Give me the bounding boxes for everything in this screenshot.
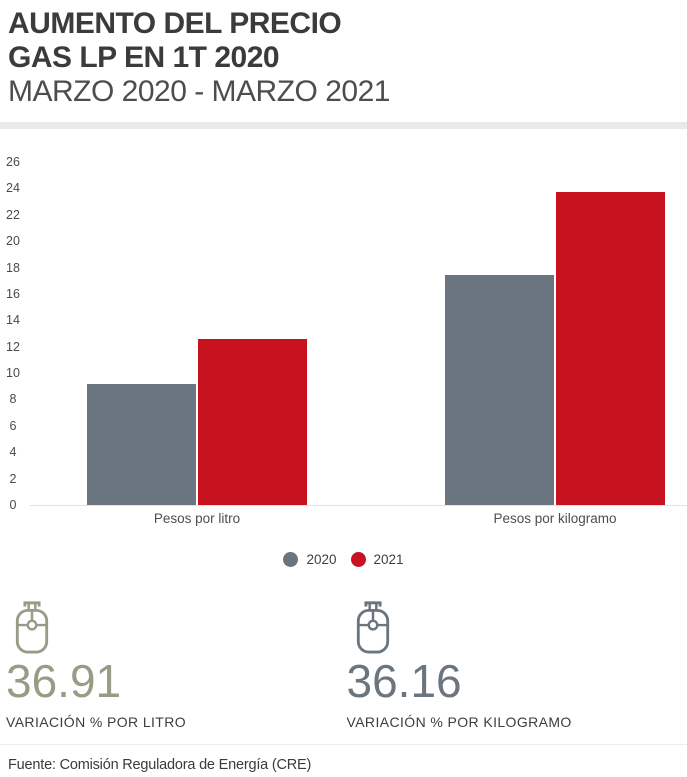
category-label: Pesos por kilogramo: [493, 511, 617, 526]
legend-label: 2021: [373, 552, 404, 567]
header: AUMENTO DEL PRECIO GAS LP EN 1T 2020 MAR…: [0, 0, 687, 109]
stats-row: 36.91 VARIACIÓN % POR LITRO 36.16 VARIAC…: [0, 599, 687, 730]
bar-group: [445, 192, 665, 505]
bar-2020-kilogramo: [445, 275, 554, 505]
legend-dot-icon: [283, 552, 299, 567]
bar-group: [87, 339, 307, 505]
plot-area: [30, 162, 687, 506]
y-tick-label: 10: [6, 366, 20, 381]
y-tick-label: 8: [9, 392, 17, 407]
legend-dot-icon: [350, 552, 366, 567]
stat-label-kilogramo: VARIACIÓN % POR KILOGRAMO: [346, 714, 572, 730]
bar-2021-kilogramo: [556, 192, 665, 505]
y-tick-label: 24: [6, 181, 20, 196]
chart-legend: 2020 2021: [0, 552, 687, 567]
y-tick-label: 14: [6, 313, 20, 328]
y-tick-label: 26: [6, 155, 20, 169]
page-title-line1: AUMENTO DEL PRECIO: [8, 7, 342, 40]
header-divider: [0, 122, 687, 129]
y-tick-label: 20: [6, 234, 20, 249]
y-tick-label: 6: [9, 418, 17, 433]
y-tick-label: 18: [6, 260, 20, 275]
stat-label-litro: VARIACIÓN % POR LITRO: [6, 714, 187, 730]
legend-label: 2020: [306, 552, 337, 567]
footer: Fuente: Comisión Reguladora de Energía (…: [0, 744, 687, 773]
stat-value-kilogramo: 36.16: [346, 655, 462, 707]
legend-item-2021: 2021: [350, 552, 404, 567]
y-tick-label: 16: [6, 286, 20, 301]
source-text: Fuente: Comisión Reguladora de Energía (…: [8, 757, 312, 773]
y-tick-label: 0: [9, 498, 17, 512]
stat-kilogramo: 36.16 VARIACIÓN % POR KILOGRAMO: [347, 599, 687, 730]
y-tick-label: 12: [6, 339, 20, 354]
category-label: Pesos por litro: [153, 511, 241, 526]
page-subtitle: MARZO 2020 - MARZO 2021: [8, 75, 390, 108]
legend-item-2020: 2020: [283, 552, 337, 567]
bar-2020-litro: [87, 384, 196, 505]
bar-2021-litro: [198, 339, 307, 505]
y-tick-label: 2: [9, 471, 17, 486]
stat-litro: 36.91 VARIACIÓN % POR LITRO: [6, 599, 347, 730]
stat-value-litro: 36.91: [6, 655, 122, 707]
gas-cylinder-icon: [13, 599, 347, 655]
bar-chart: 0 2 4 6 8 10 12 14 16 18 20 22 24 26 Pesos por litro P…: [0, 130, 687, 575]
page-title-line2: GAS LP EN 1T 2020: [8, 41, 280, 74]
gas-cylinder-icon: [354, 599, 687, 655]
y-tick-label: 22: [6, 207, 20, 222]
y-tick-label: 4: [9, 445, 17, 460]
